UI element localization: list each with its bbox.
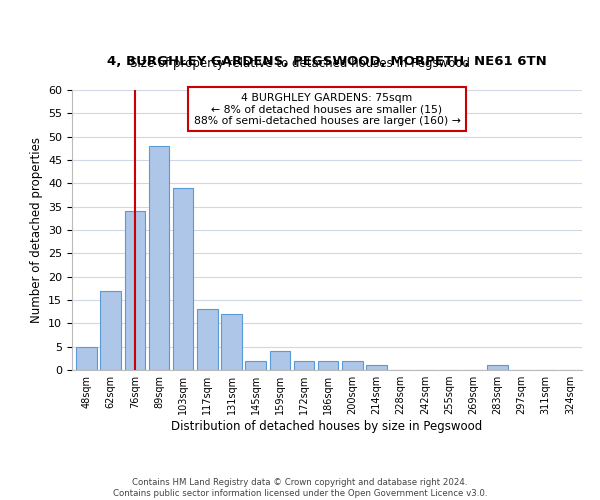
Bar: [269, 352, 290, 370]
Bar: [294, 360, 314, 370]
Bar: [149, 146, 169, 370]
Bar: [221, 314, 242, 370]
Text: Size of property relative to detached houses in Pegswood: Size of property relative to detached ho…: [130, 58, 470, 70]
Bar: [100, 290, 121, 370]
Text: Contains HM Land Registry data © Crown copyright and database right 2024.
Contai: Contains HM Land Registry data © Crown c…: [113, 478, 487, 498]
Bar: [173, 188, 193, 370]
X-axis label: Distribution of detached houses by size in Pegswood: Distribution of detached houses by size …: [172, 420, 482, 433]
Bar: [366, 366, 387, 370]
Bar: [318, 360, 338, 370]
Bar: [342, 360, 362, 370]
Y-axis label: Number of detached properties: Number of detached properties: [29, 137, 43, 323]
Bar: [125, 212, 145, 370]
Bar: [76, 346, 97, 370]
Text: 4 BURGHLEY GARDENS: 75sqm
← 8% of detached houses are smaller (15)
88% of semi-d: 4 BURGHLEY GARDENS: 75sqm ← 8% of detach…: [194, 93, 460, 126]
Title: 4, BURGHLEY GARDENS, PEGSWOOD, MORPETH, NE61 6TN: 4, BURGHLEY GARDENS, PEGSWOOD, MORPETH, …: [107, 55, 547, 68]
Bar: [197, 310, 218, 370]
Bar: [245, 360, 266, 370]
Bar: [487, 366, 508, 370]
